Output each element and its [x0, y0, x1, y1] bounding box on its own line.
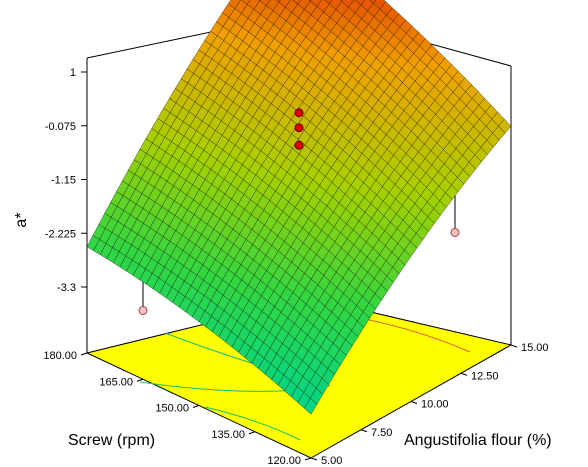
y-axis: 120.00 135.00 150.00 165.00 180.00	[43, 350, 312, 467]
surface-cell	[275, 0, 281, 3]
y-tick-mark	[192, 405, 200, 408]
x-tick-mark	[360, 429, 368, 433]
y-tick-label: 165.00	[99, 376, 133, 388]
x-tick-mark	[510, 344, 518, 348]
surface-cell	[304, 397, 318, 415]
design-point	[294, 123, 304, 133]
y-tick-mark	[304, 457, 312, 461]
x-tick-label: 10.00	[421, 399, 449, 411]
x-tick-label: 7.50	[371, 427, 392, 439]
x-tick-mark	[460, 372, 468, 376]
z-tick-label: 1	[70, 67, 76, 79]
design-points	[138, 108, 460, 315]
x-tick-label: 5.00	[321, 455, 342, 467]
x-tick-label: 12.50	[471, 370, 499, 382]
z-tick-label: -3.3	[57, 282, 76, 294]
z-tick-label: -1.15	[51, 175, 76, 187]
design-point	[450, 228, 460, 237]
y-tick-label: 180.00	[43, 350, 77, 362]
y-axis-title: Screw (rpm)	[68, 432, 155, 449]
x-tick-mark	[410, 401, 418, 404]
design-point	[138, 306, 148, 315]
surface-cell	[369, 0, 377, 4]
x-tick-label: 15.00	[521, 342, 549, 354]
y-tick-mark	[136, 378, 144, 382]
x-axis: 5.00 7.50 10.00 12.50 15.00	[310, 342, 549, 467]
z-axis: -3.3 -2.225 -1.15 -0.075 1	[45, 67, 87, 294]
x-tick-mark	[310, 457, 318, 461]
z-tick-label: -2.225	[45, 228, 76, 240]
design-point	[294, 108, 304, 118]
x-axis-title: Angustifolia flour (%)	[404, 432, 552, 449]
y-tick-mark	[80, 352, 88, 356]
y-tick-label: 150.00	[155, 403, 189, 415]
response-surface	[86, 0, 512, 415]
y-tick-label: 135.00	[211, 429, 245, 441]
design-point	[294, 140, 304, 150]
z-axis-title: a*	[13, 212, 30, 227]
z-tick-label: -0.075	[45, 121, 76, 133]
y-tick-label: 120.00	[267, 455, 301, 467]
y-tick-mark	[248, 431, 256, 435]
